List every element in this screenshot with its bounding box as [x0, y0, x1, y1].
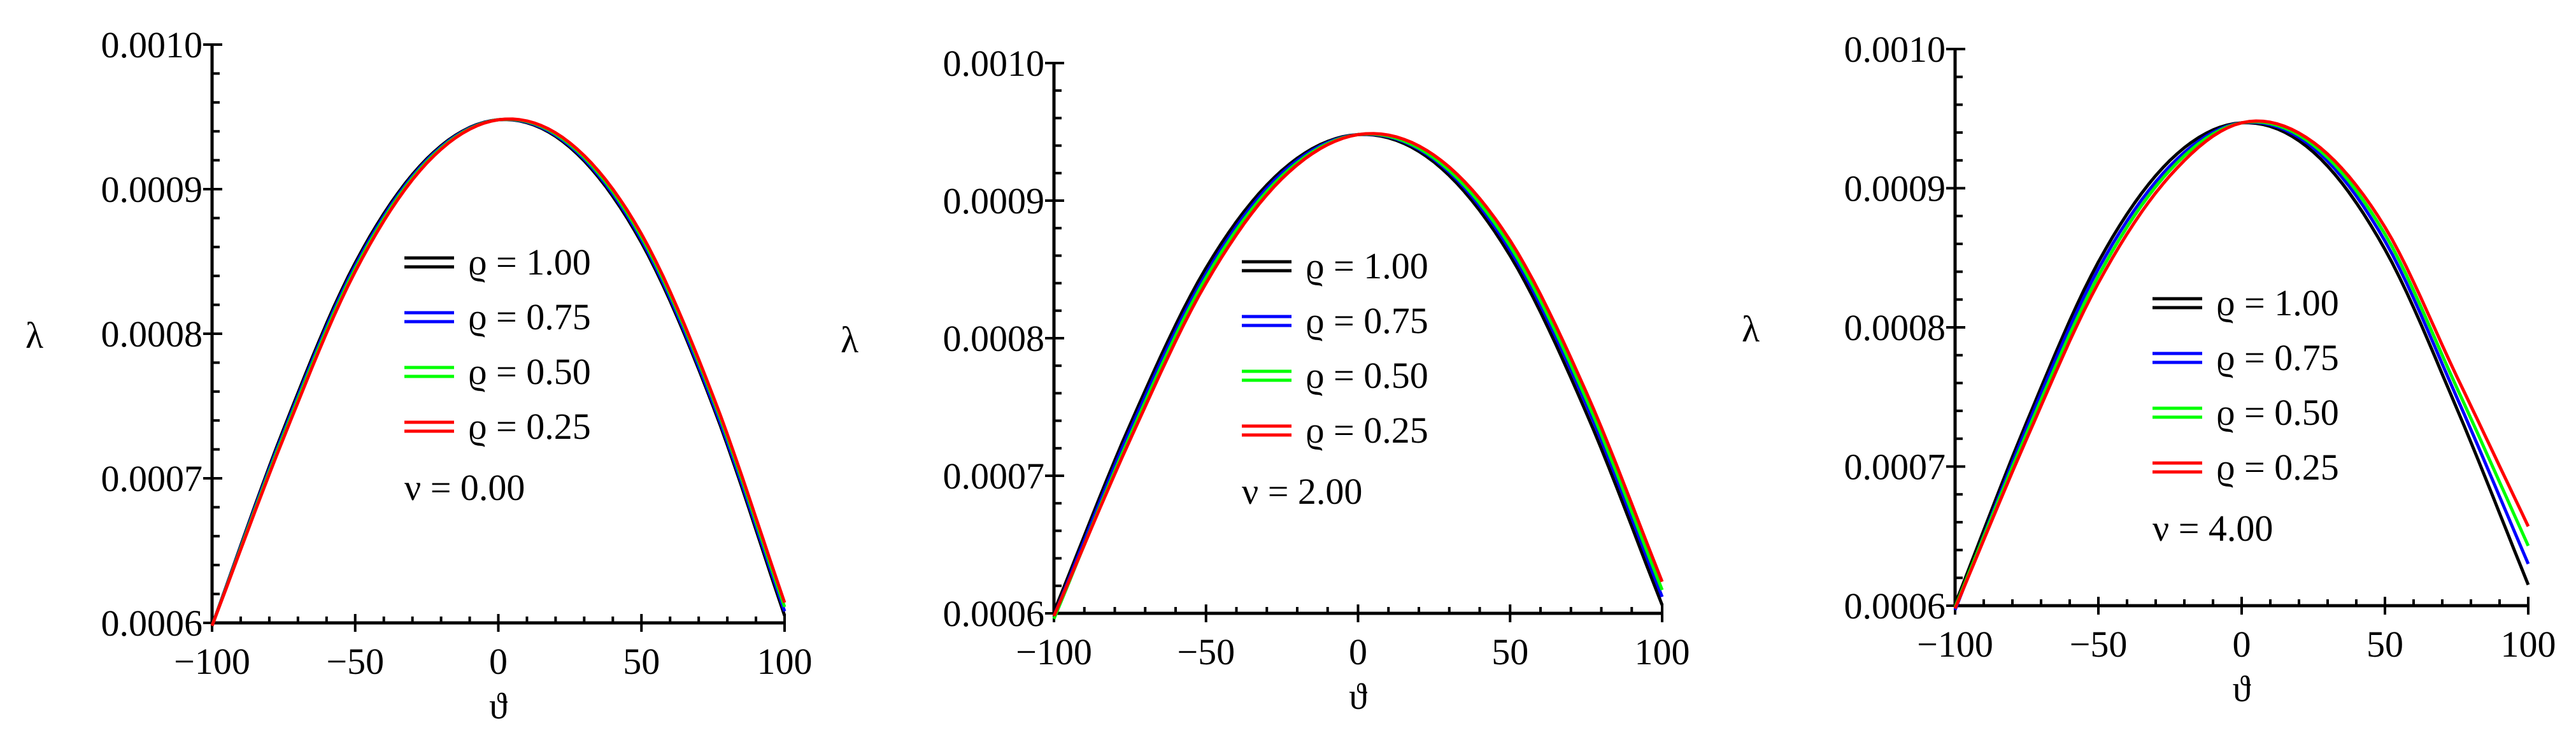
legend-label: ϱ = 1.00: [2216, 282, 2339, 324]
y-tick-label: 0.0006: [943, 593, 1045, 634]
legend-entry: ϱ = 0.50: [404, 351, 591, 392]
x-tick-label: −50: [326, 641, 384, 682]
x-tick-label: −100: [1016, 631, 1092, 673]
legend-label: ϱ = 0.50: [2216, 392, 2339, 433]
y-tick-label: 0.0008: [943, 318, 1045, 359]
legend-entry: ϱ = 0.75: [1242, 300, 1428, 341]
x-tick-label: 100: [2501, 624, 2556, 665]
series-line-4: [1953, 119, 2530, 610]
y-axis-label: λ: [1742, 308, 1760, 350]
nu-annotation: ν = 4.00: [2153, 508, 2273, 549]
x-tick-label: 100: [757, 641, 813, 682]
nu-annotation: ν = 2.00: [1242, 471, 1362, 512]
series-line-4: [1052, 132, 1664, 617]
legend-label: ϱ = 0.75: [1306, 300, 1428, 341]
legend-entry: ϱ = 0.75: [2153, 337, 2339, 378]
chart-panel-2: 0.0006 0.0007 0.0008 0.0009 0.0010 −100 −50 0 50…: [841, 43, 1690, 717]
legend-entry: ϱ = 0.25: [2153, 446, 2339, 488]
x-tick-label: 50: [623, 641, 660, 682]
y-tick-label: 0.0009: [1844, 168, 1946, 210]
chart-panel-3: 0.0006 0.0007 0.0008 0.0009 0.0010 −100 −50 0 50…: [1742, 29, 2556, 710]
x-tick-label: 0: [1349, 631, 1367, 673]
x-tick-label: 50: [1491, 631, 1528, 673]
legend-entry: ϱ = 0.75: [404, 296, 591, 338]
y-tick-label: 0.0010: [943, 43, 1045, 84]
x-tick-label: −100: [1917, 624, 1993, 665]
y-tick-label: 0.0007: [101, 458, 203, 499]
legend-label: ϱ = 0.50: [468, 351, 591, 392]
y-tick-label: 0.0009: [101, 169, 203, 210]
x-tick-label: −100: [174, 641, 250, 682]
y-tick-label: 0.0008: [101, 313, 203, 355]
legend-label: ϱ = 0.25: [2216, 446, 2339, 488]
x-axis-label: ϑ: [2233, 668, 2251, 710]
y-tick-label: 0.0006: [101, 603, 203, 644]
legend-entry: ϱ = 1.00: [1242, 245, 1428, 287]
series-line-4: [210, 117, 786, 627]
y-tick-label: 0.0007: [943, 455, 1045, 497]
x-tick-label: −50: [2070, 624, 2128, 665]
legend-entry: ϱ = 1.00: [404, 241, 591, 283]
legend-label: ϱ = 0.50: [1306, 355, 1428, 396]
y-tick-label: 0.0010: [101, 24, 203, 66]
legend-entry: ϱ = 0.50: [1242, 355, 1428, 396]
legend-label: ϱ = 0.25: [1306, 410, 1428, 451]
x-axis-label: ϑ: [1349, 676, 1367, 717]
chart-panel-1: 0.0006 0.0007 0.0008 0.0009 0.0010 −100 −50 0 50…: [25, 24, 813, 727]
y-axis-label: λ: [841, 319, 858, 360]
legend-entry: ϱ = 0.25: [1242, 410, 1428, 451]
x-tick-label: 0: [2233, 624, 2251, 665]
x-tick-label: −50: [1177, 631, 1235, 673]
x-tick-label: 0: [489, 641, 508, 682]
x-axis-label: ϑ: [489, 685, 508, 727]
legend-label: ϱ = 0.75: [468, 296, 591, 338]
legend-label: ϱ = 0.75: [2216, 337, 2339, 378]
legend-label: ϱ = 1.00: [468, 241, 591, 283]
y-axis-label: λ: [25, 315, 43, 356]
legend-entry: ϱ = 0.50: [2153, 392, 2339, 433]
nu-annotation: ν = 0.00: [404, 467, 525, 508]
x-tick-label: 100: [1635, 631, 1690, 673]
legend-label: ϱ = 1.00: [1306, 245, 1428, 287]
legend-entry: ϱ = 1.00: [2153, 282, 2339, 324]
y-tick-label: 0.0007: [1844, 446, 1946, 488]
y-tick-label: 0.0010: [1844, 29, 1946, 70]
legend-entry: ϱ = 0.25: [404, 406, 591, 447]
y-tick-label: 0.0008: [1844, 307, 1946, 348]
legend-label: ϱ = 0.25: [468, 406, 591, 447]
y-tick-label: 0.0009: [943, 180, 1045, 222]
x-tick-label: 50: [2366, 624, 2403, 665]
y-tick-label: 0.0006: [1844, 585, 1946, 627]
